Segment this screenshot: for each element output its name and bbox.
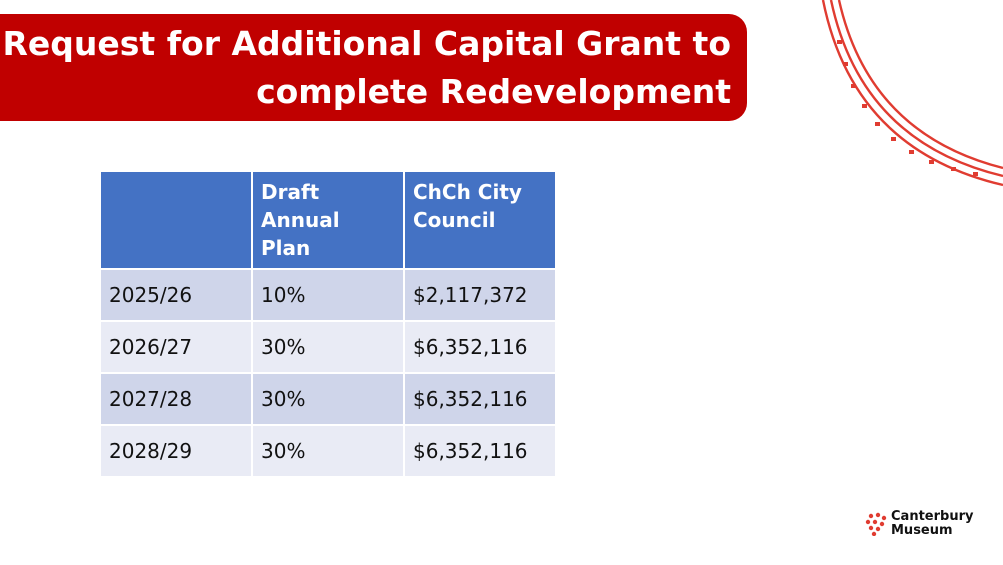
cell-year: 2027/28 xyxy=(99,372,253,426)
cell-year: 2025/26 xyxy=(99,268,253,322)
table-row: 2027/28 30% $6,352,116 xyxy=(99,372,557,426)
header-cell-council: ChCh City Council xyxy=(403,170,557,270)
cell-percentage: 30% xyxy=(251,372,405,426)
slide-title: Request for Additional Capital Grant to … xyxy=(3,20,732,116)
canterbury-museum-logo: Canterbury Museum xyxy=(865,510,973,538)
header-cell-draft-annual-plan: Draft Annual Plan xyxy=(251,170,405,270)
title-banner: Request for Additional Capital Grant to … xyxy=(0,14,747,121)
logo-wordmark: Canterbury Museum xyxy=(891,510,973,538)
cell-year: 2028/29 xyxy=(99,424,253,478)
table-row: 2028/29 30% $6,352,116 xyxy=(99,424,557,478)
logo-line-1: Canterbury xyxy=(891,509,974,524)
table-row: 2025/26 10% $2,117,372 xyxy=(99,268,557,322)
cell-percentage: 30% xyxy=(251,320,405,374)
cell-percentage: 30% xyxy=(251,424,405,478)
museum-dots-icon xyxy=(865,512,887,536)
cell-amount: $6,352,116 xyxy=(403,372,557,426)
capital-grant-table: Draft Annual Plan ChCh City Council 2025… xyxy=(99,170,557,478)
cell-amount: $6,352,116 xyxy=(403,424,557,478)
table-header-row: Draft Annual Plan ChCh City Council xyxy=(99,170,557,270)
header-cell-year xyxy=(99,170,253,270)
title-line-2: complete Redevelopment xyxy=(256,72,731,111)
cell-year: 2026/27 xyxy=(99,320,253,374)
decorative-arc-lines xyxy=(821,0,1003,187)
cell-amount: $2,117,372 xyxy=(403,268,557,322)
cell-percentage: 10% xyxy=(251,268,405,322)
logo-line-2: Museum xyxy=(891,523,953,538)
cell-amount: $6,352,116 xyxy=(403,320,557,374)
table-row: 2026/27 30% $6,352,116 xyxy=(99,320,557,374)
title-line-1: Request for Additional Capital Grant to xyxy=(2,24,732,63)
